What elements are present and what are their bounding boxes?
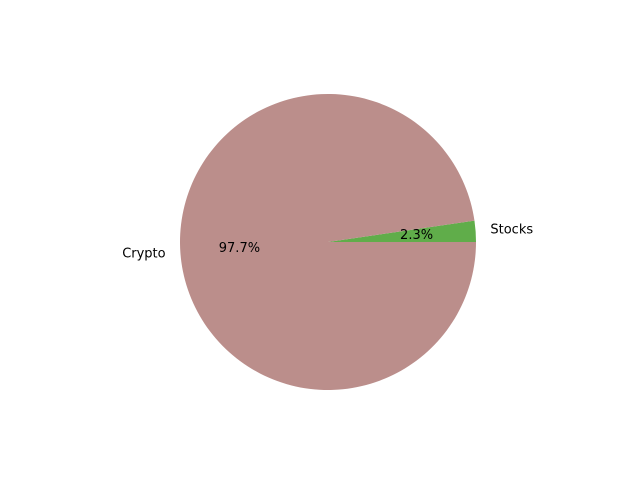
pie-slice-stocks: [328, 220, 476, 242]
slice-label-stocks: Stocks: [490, 223, 533, 238]
slice-percent-crypto: 97.7%: [219, 241, 260, 256]
slice-percent-stocks: 2.3%: [400, 228, 433, 243]
pie-labels: Stocks 2.3% Crypto 97.7%: [122, 223, 533, 262]
slice-label-crypto: Crypto: [122, 246, 165, 261]
pie-slices: [179, 94, 477, 390]
pie-slice-crypto: [179, 94, 477, 390]
